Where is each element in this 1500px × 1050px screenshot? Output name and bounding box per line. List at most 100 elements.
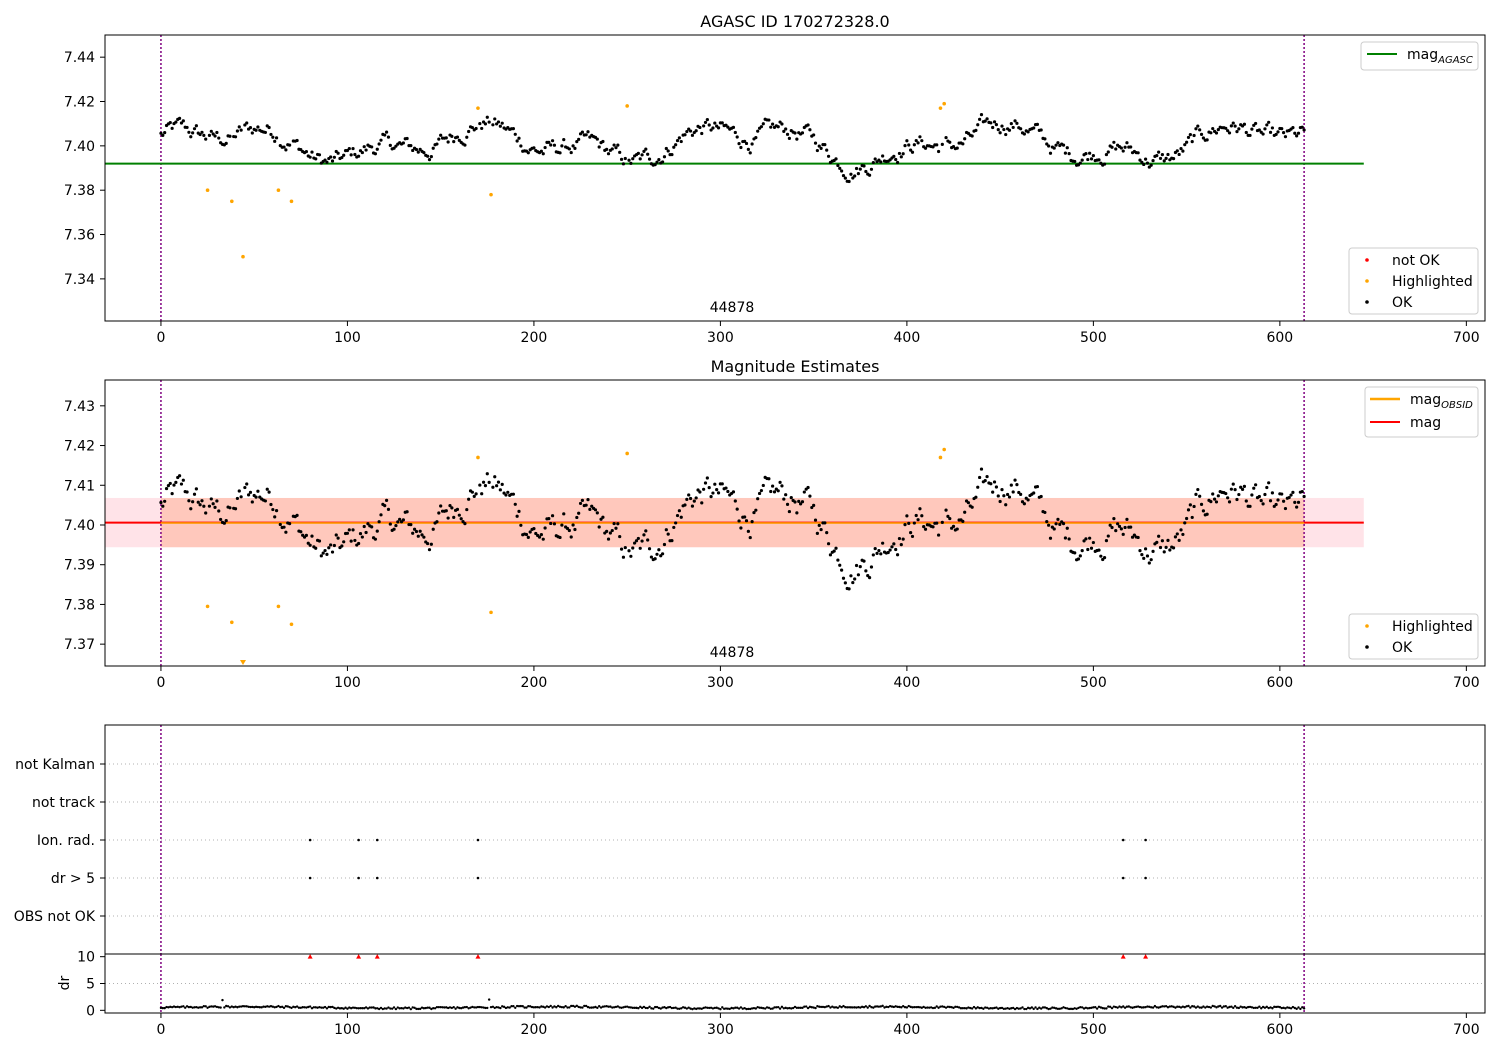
dr-point: [829, 1006, 832, 1009]
ok-point: [1078, 161, 1082, 165]
dr-point: [1267, 1006, 1270, 1010]
ok-point: [996, 494, 1000, 498]
ok-point: [306, 541, 310, 545]
ok-point: [340, 544, 344, 548]
ok-point: [675, 513, 680, 518]
dr-point: [1066, 1007, 1069, 1010]
ok-point: [854, 166, 859, 171]
highlighted-point: [938, 455, 943, 460]
highlighted-point: [489, 192, 493, 197]
ok-point: [903, 522, 907, 527]
legend-ok: OK: [1392, 295, 1413, 311]
dr-point: [543, 1006, 547, 1009]
dr-point: [1051, 1006, 1054, 1009]
ok-point: [1086, 157, 1090, 162]
ok-point: [364, 530, 368, 535]
dr-point: [1023, 1007, 1026, 1011]
dr-point: [875, 1005, 879, 1008]
ok-point: [644, 147, 648, 151]
ok-point: [992, 480, 997, 484]
dr-point: [1207, 1005, 1211, 1009]
ok-point: [1002, 127, 1006, 132]
ok-point: [920, 514, 924, 518]
ok-point: [1224, 491, 1228, 496]
dr-point: [970, 1007, 974, 1010]
ok-point: [1009, 122, 1013, 126]
ok-point: [474, 492, 478, 496]
dr-point: [952, 1006, 955, 1010]
dr-point: [355, 1006, 358, 1010]
dr-point: [997, 1007, 1000, 1010]
ok-point: [243, 123, 247, 127]
ok-point: [595, 511, 599, 515]
panel2-annotation: 44878: [710, 645, 755, 661]
ok-point: [317, 153, 322, 157]
ok-point: [1270, 491, 1275, 495]
ok-point: [1097, 158, 1101, 162]
ok-point: [838, 563, 842, 567]
ok-point: [541, 537, 545, 541]
dr-point: [1069, 1007, 1073, 1011]
ok-point: [211, 502, 215, 506]
ok-point: [744, 141, 749, 146]
dr-point: [558, 1005, 562, 1008]
dr-point: [756, 1005, 759, 1009]
ok-point: [239, 128, 243, 132]
ok-point: [271, 507, 275, 512]
dr-point: [795, 1006, 799, 1010]
ok-point: [1067, 537, 1071, 541]
ok-point: [1162, 159, 1166, 163]
ok-point: [892, 154, 896, 158]
dr-point: [685, 1007, 689, 1010]
ok-point: [498, 124, 502, 128]
agasc-panel: AGASC ID 170272328.0 0 100 200 300 400 500 600…: [64, 12, 1486, 346]
dr-point: [1252, 1006, 1255, 1010]
ok-point: [1089, 546, 1094, 550]
ok-point: [825, 530, 829, 535]
ok-point: [334, 533, 338, 537]
dr-point: [719, 1008, 722, 1011]
ok-point: [560, 523, 564, 527]
dr-point: [581, 1006, 584, 1009]
ok-point: [1005, 492, 1010, 497]
ok-point: [386, 507, 391, 511]
ok-point: [1000, 124, 1004, 128]
dr-point: [743, 1006, 746, 1010]
ok-point: [1248, 133, 1252, 138]
ok-point: [836, 558, 840, 562]
dr-point: [976, 1006, 979, 1009]
ok-point: [1065, 146, 1069, 150]
ok-point: [1104, 152, 1109, 157]
ok-point: [1015, 121, 1019, 125]
ok-point: [1268, 499, 1273, 503]
ok-point: [843, 581, 847, 585]
dr-point: [668, 1005, 672, 1009]
x-tick-label: 600: [1266, 675, 1293, 691]
ok-point: [664, 146, 668, 151]
dr-point: [1289, 1007, 1293, 1010]
dr-point: [657, 1006, 661, 1010]
ok-point: [879, 160, 883, 164]
ok-point: [480, 492, 484, 496]
ok-point: [757, 491, 762, 496]
ok-point: [543, 145, 547, 150]
ok-point: [692, 499, 696, 503]
ok-point: [321, 551, 325, 555]
ok-point: [748, 535, 752, 540]
ok-point: [1192, 133, 1196, 138]
ok-point: [526, 151, 530, 155]
ok-point: [1088, 151, 1092, 155]
dr-point: [741, 1007, 744, 1010]
ok-point: [905, 514, 909, 518]
ok-point: [1073, 159, 1077, 164]
dr-point: [376, 1007, 379, 1010]
ok-point: [856, 172, 861, 176]
ok-point: [511, 127, 516, 131]
ok-point: [590, 504, 594, 508]
ok-point: [771, 484, 775, 488]
ok-point: [688, 496, 693, 501]
dr-point: [1226, 1006, 1229, 1009]
ok-point: [532, 146, 536, 150]
ok-point: [992, 120, 997, 124]
ok-point: [828, 553, 833, 557]
